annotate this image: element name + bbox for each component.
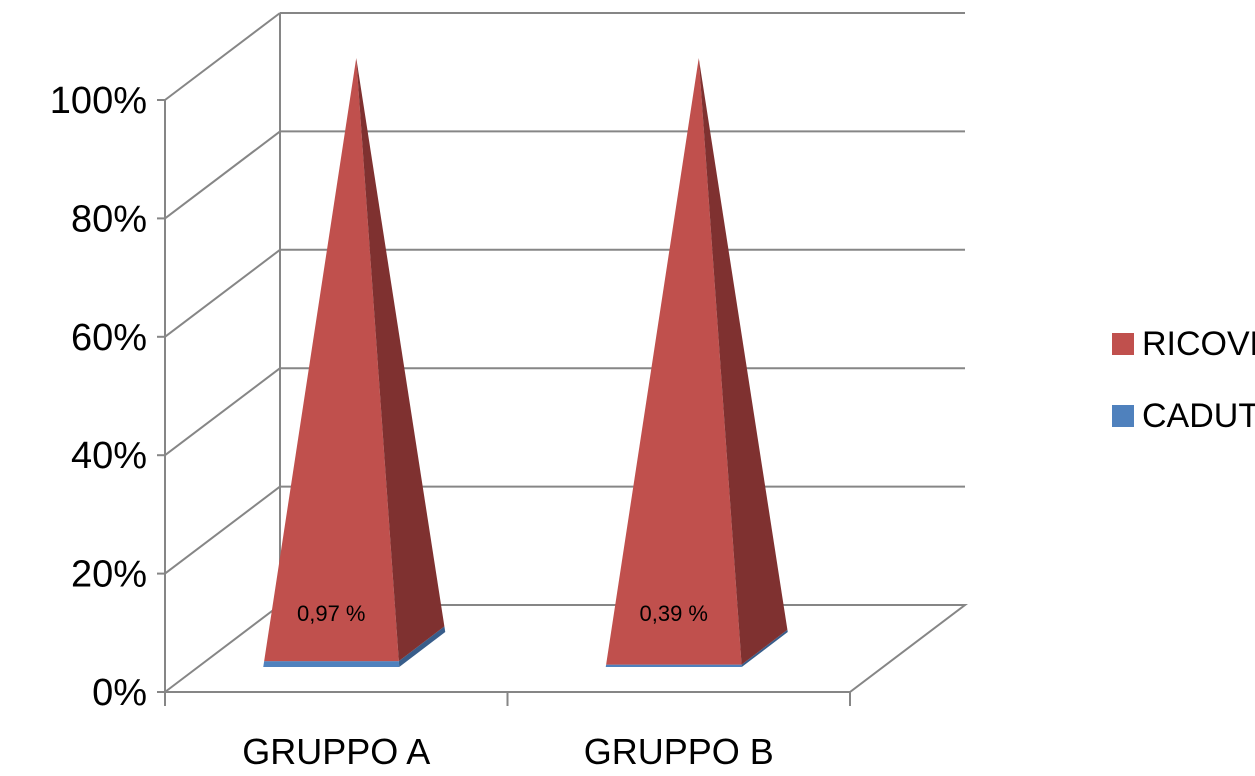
axes: 0% 20% 40% 60% 80% 100% GRUPPO A GRUPPO B — [50, 80, 851, 772]
bar-segment-cadute-front — [605, 664, 742, 667]
legend-label: CADUTE — [1142, 397, 1255, 435]
bar-segment-cadute-front — [263, 661, 400, 667]
y-tick-label: 0% — [92, 672, 147, 714]
data-label: 0,39 % — [640, 601, 709, 626]
bar-segment-ricoveri-front — [606, 58, 742, 665]
legend: RICOVERI CADUTE — [1112, 325, 1255, 435]
y-tick-label: 80% — [71, 198, 147, 240]
legend-swatch — [1112, 333, 1134, 355]
gridline-side — [164, 485, 281, 575]
bar-segment-cadute-side — [741, 629, 788, 667]
y-tick-label: 100% — [50, 80, 147, 122]
legend-label: RICOVERI — [1142, 325, 1255, 363]
x-tick-label: GRUPPO B — [584, 731, 774, 772]
bar-segment-ricoveri-front — [264, 58, 399, 662]
gridline-side — [164, 249, 281, 338]
y-tick-label: 60% — [71, 317, 147, 359]
y-tick-label: 40% — [71, 435, 147, 477]
x-tick-label: GRUPPO A — [242, 731, 430, 772]
gridline-side — [164, 367, 281, 456]
data-labels: 0,97 % 0,39 % — [297, 601, 708, 626]
gridline-side — [164, 130, 281, 220]
bars — [263, 58, 788, 667]
data-label: 0,97 % — [297, 601, 366, 626]
bar-segment-cadute-side — [398, 626, 446, 667]
chart-floor — [162, 604, 968, 693]
gridline-side — [164, 12, 281, 101]
bar-segment-ricoveri-side — [698, 58, 788, 665]
bar-segment-ricoveri-side — [356, 58, 445, 662]
y-tick-label: 20% — [71, 554, 147, 596]
legend-swatch — [1112, 405, 1134, 427]
